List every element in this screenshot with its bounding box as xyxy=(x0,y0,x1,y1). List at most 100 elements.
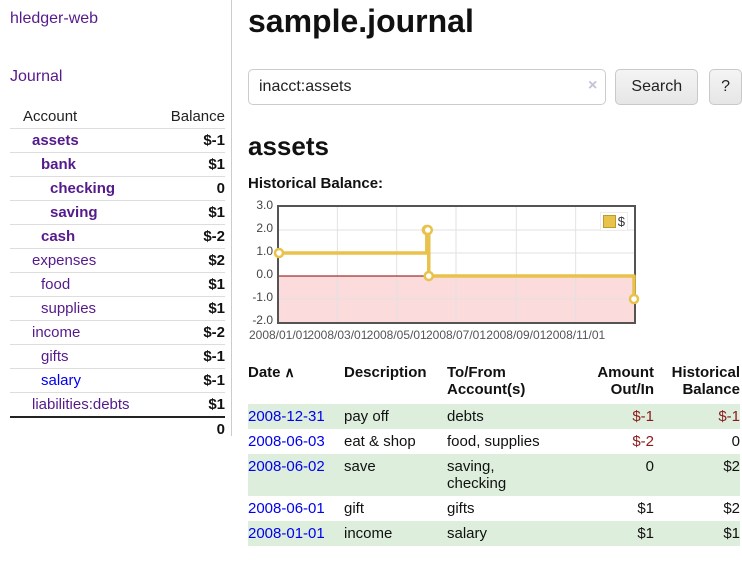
account-row: checking 0 xyxy=(10,176,225,201)
y-tick-label: -1.0 xyxy=(252,290,273,304)
search-form: × Search ? xyxy=(248,69,742,105)
clear-search-icon[interactable]: × xyxy=(588,77,598,94)
search-box: × xyxy=(248,69,607,105)
account-row: liabilities:debts $1 xyxy=(10,392,225,418)
account-balance: $1 xyxy=(208,396,225,413)
transaction-accounts: gifts xyxy=(447,500,475,517)
transaction-date-link[interactable]: 2008-12-31 xyxy=(248,408,325,425)
account-link[interactable]: bank xyxy=(41,156,77,173)
transaction-date-link[interactable]: 2008-01-01 xyxy=(248,525,325,542)
transaction-accounts: food, supplies xyxy=(447,433,540,450)
app-title-link[interactable]: hledger-web xyxy=(10,10,99,27)
search-input[interactable] xyxy=(248,69,607,105)
historical-balance-chart: 3.0 2.0 1.0 0.0 -1.0 -2.0 $ 2008/01/01 2008/03… xyxy=(248,198,742,345)
transaction-description: eat & shop xyxy=(344,433,416,450)
x-tick-label: 2008/03/01 xyxy=(307,328,368,342)
sort-ascending-icon: ∧ xyxy=(284,364,295,380)
accounts-table-body: assets $-1 bank $1 checking 0 saving $1 cash $-2 e… xyxy=(10,128,225,418)
account-balance: $-1 xyxy=(203,348,225,365)
y-tick-label: 1.0 xyxy=(256,244,273,258)
account-row: expenses $2 xyxy=(10,248,225,273)
y-tick-label: 2.0 xyxy=(256,221,273,235)
transaction-amount: $-1 xyxy=(632,408,654,425)
table-row: 2008-06-03 eat & shop food, supplies $-2 0 xyxy=(248,429,740,454)
transaction-description: pay off xyxy=(344,408,389,425)
transaction-amount: $1 xyxy=(637,525,654,542)
sidebar: hledger-web Journal Account Balance asse… xyxy=(0,0,232,438)
transaction-amount: $1 xyxy=(637,500,654,517)
account-heading: assets xyxy=(248,131,329,161)
page-title: sample.journal xyxy=(248,3,474,39)
account-balance: $-2 xyxy=(203,228,225,245)
search-button[interactable]: Search xyxy=(615,69,699,105)
account-row: food $1 xyxy=(10,272,225,297)
main-content: sample.journal × Search ? assets Histori… xyxy=(248,0,742,546)
transaction-balance: $2 xyxy=(723,458,740,475)
account-link[interactable]: income xyxy=(32,324,81,341)
account-row: assets $-1 xyxy=(10,128,225,153)
column-header-tofrom: To/From Account(s) xyxy=(447,364,526,398)
x-tick-label: 2008/05/01 xyxy=(366,328,427,342)
accounts-header-row: Account Balance xyxy=(10,105,225,129)
account-balance: $-1 xyxy=(203,132,225,149)
chart-legend: $ xyxy=(599,212,628,231)
account-link[interactable]: cash xyxy=(41,228,76,245)
column-header-amount: Amount Out/In xyxy=(597,364,654,398)
account-link[interactable]: salary xyxy=(41,372,82,389)
chart-plot-area: $ xyxy=(273,205,640,324)
y-tick-label: 3.0 xyxy=(256,198,273,212)
transaction-accounts: debts xyxy=(447,408,484,425)
transaction-accounts: salary xyxy=(447,525,488,542)
x-tick-label: 2008/11/01 xyxy=(546,328,606,342)
legend-swatch-icon xyxy=(602,215,616,228)
help-button[interactable]: ? xyxy=(709,69,742,105)
account-row: cash $-2 xyxy=(10,224,225,249)
sidebar-item-journal[interactable]: Journal xyxy=(10,68,63,85)
account-link[interactable]: food xyxy=(41,276,71,293)
x-tick-label: 2008/09/01 xyxy=(486,328,547,342)
y-tick-label: 0.0 xyxy=(256,267,273,281)
transaction-description: income xyxy=(344,525,393,542)
transaction-date-link[interactable]: 2008-06-01 xyxy=(248,500,325,517)
account-link[interactable]: saving xyxy=(50,204,98,221)
column-header-date[interactable]: Date ∧ xyxy=(248,364,295,381)
accounts-header-balance: Balance xyxy=(170,108,225,125)
account-row: income $-2 xyxy=(10,320,225,345)
account-row: gifts $-1 xyxy=(10,344,225,369)
transaction-balance: $2 xyxy=(723,500,740,517)
account-link[interactable]: supplies xyxy=(41,300,97,317)
x-tick-label: 2008/01/01 xyxy=(248,328,310,342)
column-header-description: Description xyxy=(344,364,427,381)
account-link[interactable]: expenses xyxy=(32,252,97,269)
register-table-body: 2008-12-31 pay off debts $-1 $-1 2008-06-03 ea… xyxy=(248,404,740,546)
legend-label: $ xyxy=(617,214,625,229)
transaction-accounts: saving, checking xyxy=(447,458,507,492)
x-tick-label: 2008/07/01 xyxy=(425,328,487,342)
account-row: salary $-1 xyxy=(10,368,225,393)
account-balance: $1 xyxy=(208,300,225,317)
account-link[interactable]: checking xyxy=(50,180,116,197)
account-balance: $2 xyxy=(208,252,225,269)
register-table: Date ∧ Description To/From Account(s) Amou… xyxy=(248,362,740,546)
account-balance: $1 xyxy=(208,204,225,221)
account-link[interactable]: assets xyxy=(32,132,79,149)
account-row: saving $1 xyxy=(10,200,225,225)
table-row: 2008-01-01 income salary $1 $1 xyxy=(248,521,740,546)
account-link[interactable]: gifts xyxy=(41,348,69,365)
account-balance: $-2 xyxy=(203,324,225,341)
account-row: supplies $1 xyxy=(10,296,225,321)
transaction-date-link[interactable]: 2008-06-02 xyxy=(248,458,325,475)
accounts-balance-table: Account Balance assets $-1 bank $1 checking 0… xyxy=(10,105,225,441)
chart-svg xyxy=(273,207,640,322)
accounts-total-balance: 0 xyxy=(216,421,225,438)
column-header-balance: Historical Balance xyxy=(671,364,740,398)
chart-title: Historical Balance: xyxy=(248,175,384,192)
account-link[interactable]: liabilities:debts xyxy=(32,396,130,413)
account-balance: $1 xyxy=(208,156,225,173)
transaction-description: gift xyxy=(344,500,365,517)
y-tick-label: -2.0 xyxy=(252,313,273,327)
transaction-date-link[interactable]: 2008-06-03 xyxy=(248,433,325,450)
account-row: bank $1 xyxy=(10,152,225,177)
register-header-row: Date ∧ Description To/From Account(s) Amou… xyxy=(248,362,740,404)
account-balance: $-1 xyxy=(203,372,225,389)
